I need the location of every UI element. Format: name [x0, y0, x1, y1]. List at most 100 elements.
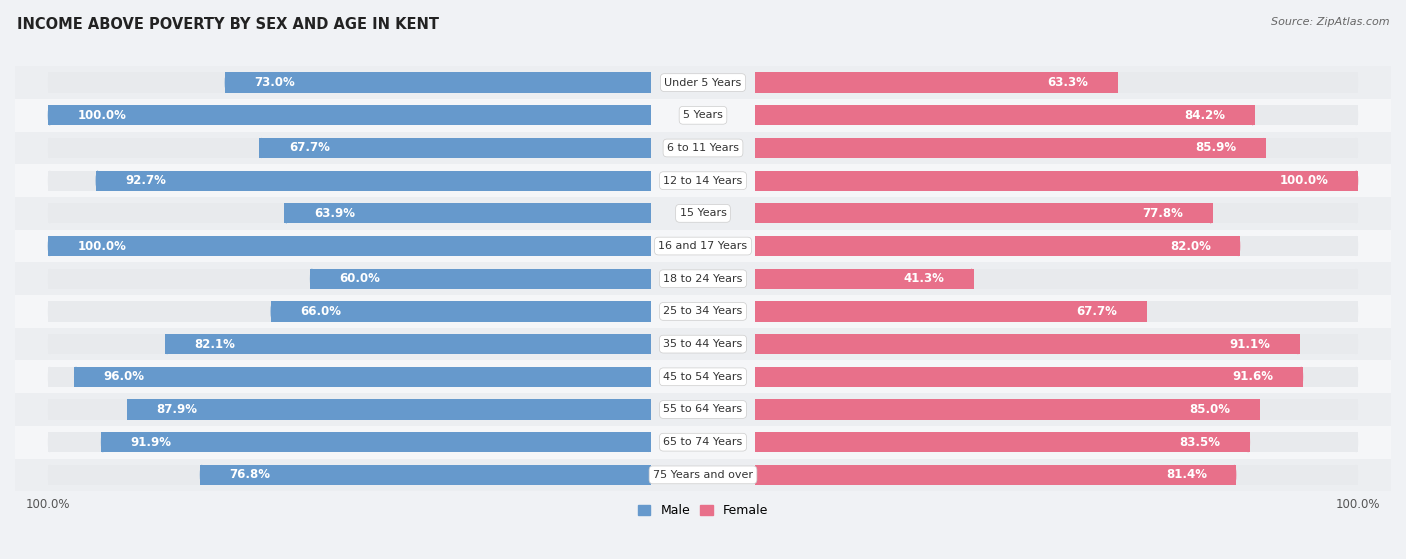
Text: 91.6%: 91.6%	[1233, 370, 1274, 383]
Circle shape	[647, 73, 651, 93]
Bar	[755, 367, 1303, 387]
Circle shape	[1354, 203, 1358, 224]
Bar	[48, 236, 651, 256]
Circle shape	[1354, 301, 1358, 321]
Circle shape	[970, 269, 973, 289]
Bar	[48, 334, 651, 354]
Circle shape	[1354, 399, 1358, 420]
Circle shape	[48, 170, 52, 191]
Circle shape	[48, 334, 52, 354]
Circle shape	[1354, 73, 1358, 93]
Circle shape	[165, 334, 169, 354]
Circle shape	[1354, 367, 1358, 387]
Circle shape	[647, 432, 651, 452]
Bar	[755, 138, 1265, 158]
Bar	[755, 465, 1358, 485]
Text: 63.3%: 63.3%	[1047, 76, 1088, 89]
Bar	[755, 203, 1213, 224]
Bar	[755, 334, 1301, 354]
Text: 92.7%: 92.7%	[125, 174, 166, 187]
Bar	[755, 465, 1236, 485]
Bar	[15, 67, 1391, 99]
Circle shape	[48, 73, 52, 93]
Text: 60.0%: 60.0%	[339, 272, 380, 285]
Circle shape	[200, 465, 204, 485]
Circle shape	[1299, 367, 1303, 387]
Bar	[200, 465, 651, 485]
Circle shape	[1354, 334, 1358, 354]
Bar	[15, 328, 1391, 361]
Bar	[755, 73, 1118, 93]
Circle shape	[1354, 236, 1358, 256]
Bar	[270, 301, 651, 321]
Circle shape	[48, 465, 52, 485]
Bar	[48, 269, 651, 289]
Bar	[15, 164, 1391, 197]
Bar	[75, 367, 651, 387]
Circle shape	[647, 367, 651, 387]
Bar	[48, 138, 651, 158]
Circle shape	[755, 138, 759, 158]
Bar	[15, 262, 1391, 295]
Text: 75 Years and over: 75 Years and over	[652, 470, 754, 480]
Circle shape	[647, 301, 651, 321]
Bar	[755, 236, 1240, 256]
Bar	[15, 361, 1391, 393]
Circle shape	[647, 465, 651, 485]
Bar	[165, 334, 651, 354]
Bar	[755, 367, 1358, 387]
Bar	[15, 131, 1391, 164]
Circle shape	[755, 73, 759, 93]
Circle shape	[225, 73, 229, 93]
Bar	[755, 432, 1358, 452]
Text: 67.7%: 67.7%	[1076, 305, 1118, 318]
Text: 85.0%: 85.0%	[1189, 403, 1230, 416]
Circle shape	[1354, 432, 1358, 452]
Text: 83.5%: 83.5%	[1180, 435, 1220, 449]
Text: 77.8%: 77.8%	[1143, 207, 1184, 220]
Circle shape	[1246, 432, 1250, 452]
Text: 45 to 54 Years: 45 to 54 Years	[664, 372, 742, 382]
Bar	[48, 203, 651, 224]
Circle shape	[1232, 465, 1236, 485]
Circle shape	[1354, 170, 1358, 191]
Bar	[755, 236, 1358, 256]
Bar	[15, 197, 1391, 230]
Bar	[48, 105, 651, 125]
Bar	[755, 399, 1260, 420]
Bar	[48, 399, 651, 420]
Circle shape	[259, 138, 263, 158]
Bar	[755, 269, 1358, 289]
Legend: Male, Female: Male, Female	[633, 499, 773, 522]
Bar	[755, 432, 1250, 452]
Bar	[755, 170, 1358, 191]
Bar	[48, 236, 651, 256]
Circle shape	[1354, 138, 1358, 158]
Bar	[15, 230, 1391, 262]
Circle shape	[309, 269, 314, 289]
Circle shape	[1251, 105, 1254, 125]
Circle shape	[755, 334, 759, 354]
Bar	[755, 138, 1358, 158]
Text: 16 and 17 Years: 16 and 17 Years	[658, 241, 748, 251]
Text: Under 5 Years: Under 5 Years	[665, 78, 741, 88]
Text: 76.8%: 76.8%	[229, 468, 270, 481]
Bar	[48, 465, 651, 485]
Circle shape	[48, 236, 52, 256]
Bar	[755, 105, 1358, 125]
Circle shape	[1354, 269, 1358, 289]
Circle shape	[647, 399, 651, 420]
Text: 100.0%: 100.0%	[1279, 174, 1329, 187]
Circle shape	[1209, 203, 1213, 224]
Circle shape	[1354, 465, 1358, 485]
Circle shape	[647, 138, 651, 158]
Bar	[755, 170, 1358, 191]
Bar	[15, 426, 1391, 458]
Bar	[15, 295, 1391, 328]
Text: 82.1%: 82.1%	[194, 338, 235, 350]
Circle shape	[1256, 399, 1260, 420]
Circle shape	[48, 367, 52, 387]
Circle shape	[48, 301, 52, 321]
Circle shape	[1114, 73, 1118, 93]
Bar	[15, 99, 1391, 131]
